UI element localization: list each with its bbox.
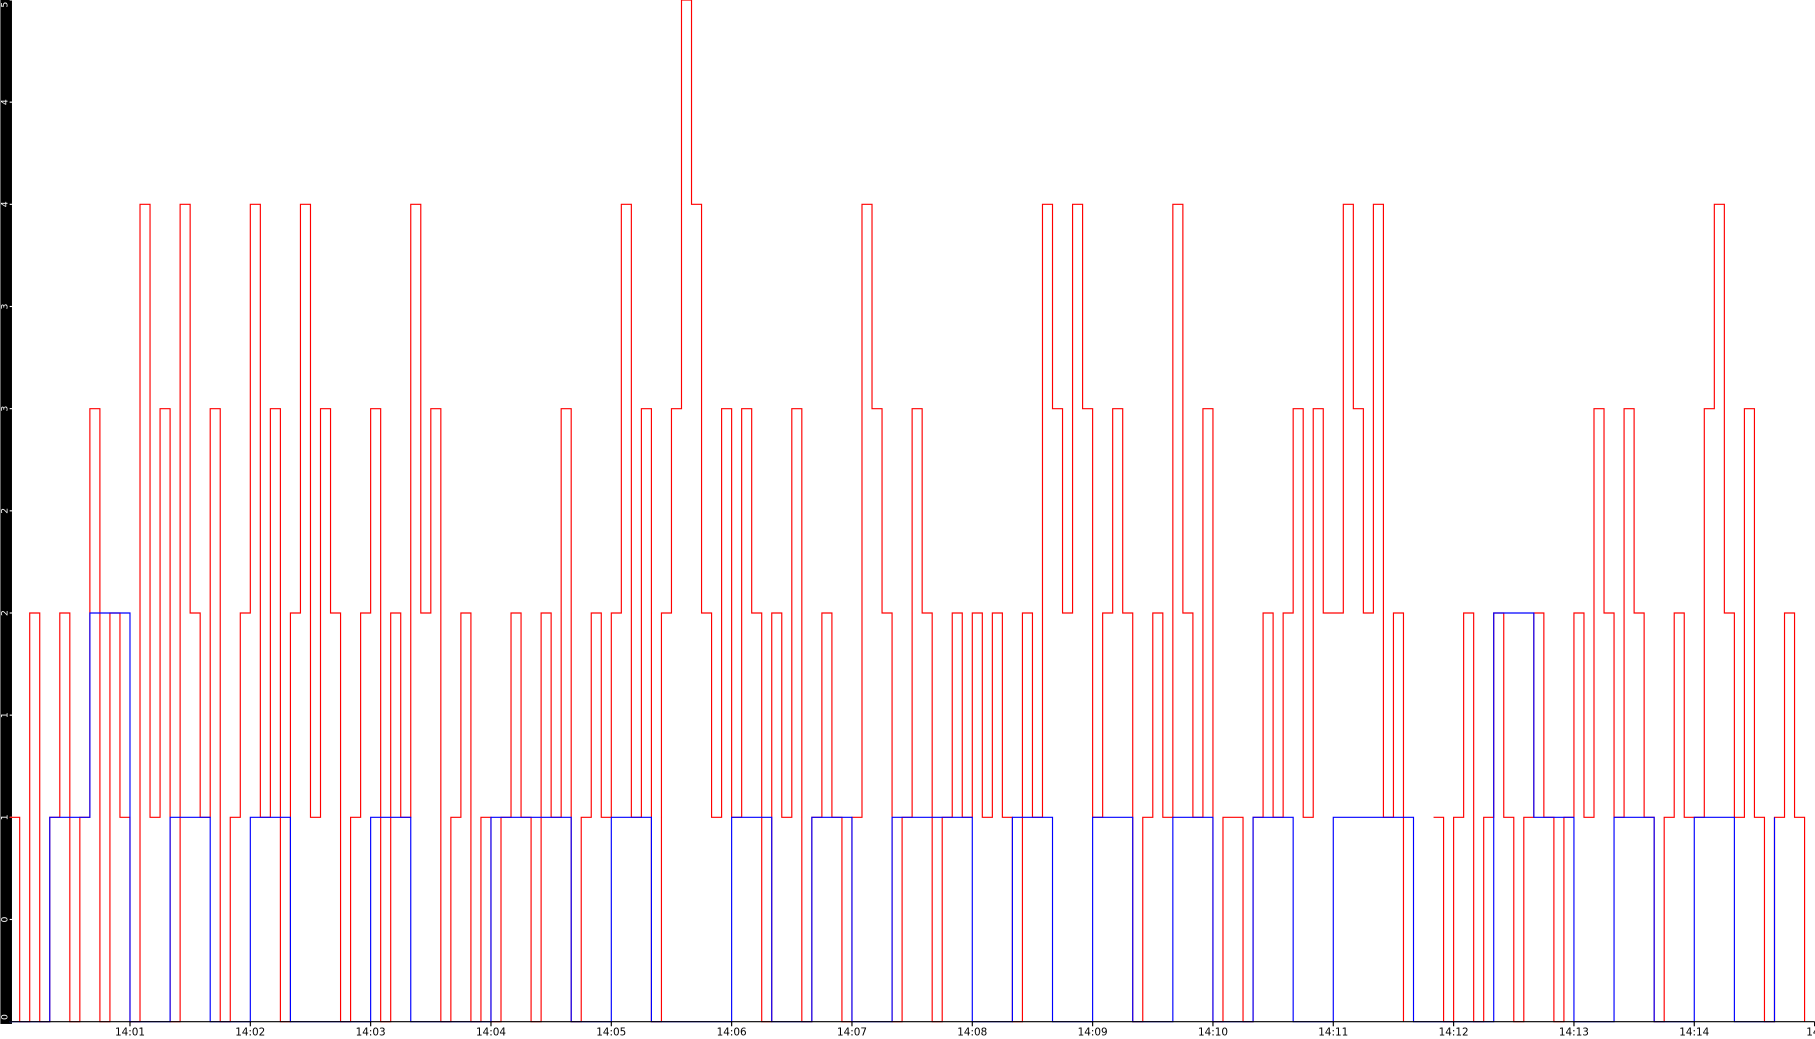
y-tick-label: 1 bbox=[0, 712, 10, 718]
x-tick-label: 14:14 bbox=[1679, 1027, 1709, 1039]
y-tick-label: 1 bbox=[0, 814, 10, 820]
series-line bbox=[9, 612, 1776, 1023]
y-tick-label: 4 bbox=[0, 99, 10, 105]
y-tick-label: 5 bbox=[0, 2, 10, 8]
y-tick-label: 2 bbox=[0, 610, 10, 616]
y-tick-label: 4 bbox=[0, 201, 10, 207]
x-tick-label: 14:11 bbox=[1318, 1027, 1348, 1039]
x-tick-label: 14:04 bbox=[476, 1027, 506, 1039]
x-tick-label: 14:07 bbox=[837, 1027, 867, 1039]
x-tick-label: 14:02 bbox=[235, 1027, 265, 1039]
x-tick-label: 14:08 bbox=[957, 1027, 987, 1039]
x-tick-label: 14:09 bbox=[1078, 1027, 1108, 1039]
y-tick-label: 0 bbox=[0, 1014, 10, 1020]
y-tick-label: 2 bbox=[0, 508, 10, 514]
x-tick-label: 14:03 bbox=[356, 1027, 386, 1039]
y-tick-label: 0 bbox=[0, 916, 10, 922]
y-tick-label: 3 bbox=[0, 406, 10, 412]
y-axis-strip bbox=[0, 0, 12, 1024]
x-tick-label: 14:06 bbox=[717, 1027, 747, 1039]
x-tick-label: 14:01 bbox=[115, 1027, 145, 1039]
x-tick-label: 14: bbox=[1806, 1027, 1815, 1039]
y-tick-label: 3 bbox=[0, 303, 10, 309]
x-tick-label: 14:13 bbox=[1559, 1027, 1589, 1039]
x-tick-label: 14:05 bbox=[596, 1027, 626, 1039]
x-tick-label: 14:12 bbox=[1439, 1027, 1469, 1039]
x-tick-label: 14:10 bbox=[1198, 1027, 1228, 1039]
